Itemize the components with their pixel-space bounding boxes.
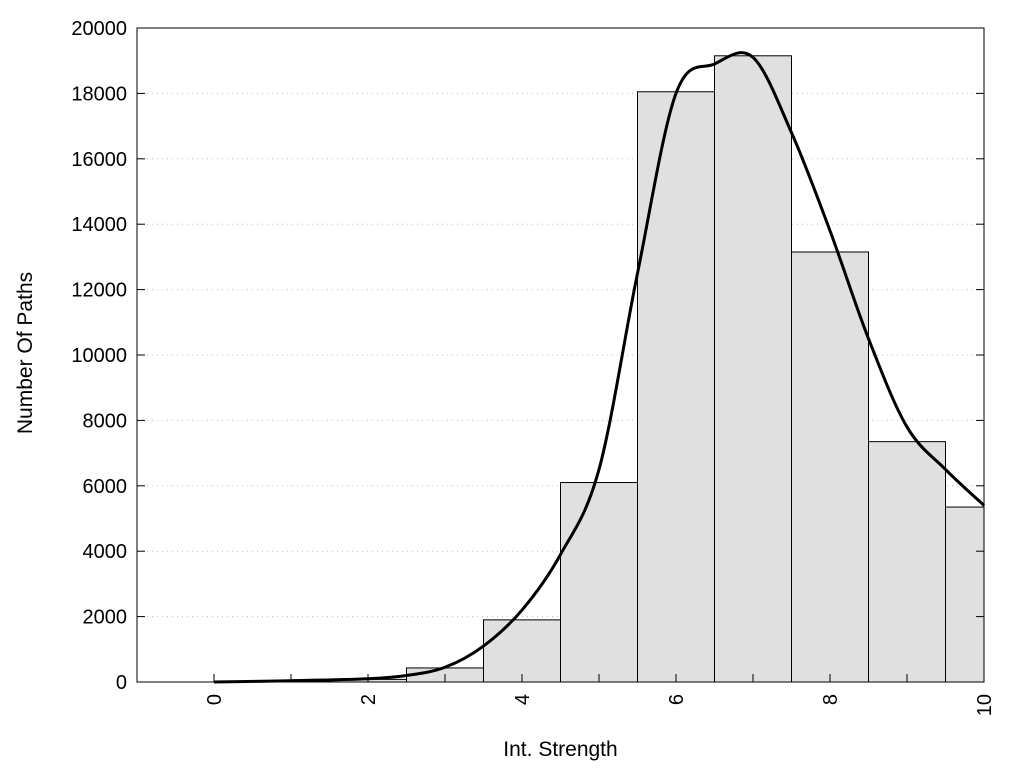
histogram-bar (483, 619, 561, 683)
x-axis-ticks: 0 2 4 6 8 10 (204, 674, 996, 716)
histogram-bar (791, 251, 869, 683)
histogram-bar (714, 55, 792, 683)
y-tick-label: 8000 (83, 410, 128, 432)
y-tick-label: 0 (116, 672, 127, 694)
y-tick-label: 12000 (71, 280, 127, 302)
histogram-bar (945, 506, 985, 683)
x-tick-label: 6 (666, 694, 688, 705)
y-axis-label: Number Of Paths (14, 272, 37, 434)
y-axis-ticks: 0 2000 4000 6000 8000 10000 12000 14000 16000 180… (71, 18, 984, 694)
y-tick-label: 20000 (71, 18, 127, 40)
y-tick-label: 10000 (71, 345, 127, 367)
histogram-bar (637, 91, 715, 683)
x-tick-label: 4 (512, 694, 534, 705)
y-tick-label: 2000 (83, 607, 128, 629)
x-tick-label: 10 (974, 694, 996, 716)
y-tick-label: 16000 (71, 149, 127, 171)
y-tick-label: 4000 (83, 541, 128, 563)
bars-group (252, 55, 985, 683)
y-tick-label: 14000 (71, 214, 127, 236)
x-tick-label: 0 (204, 694, 226, 705)
y-tick-label: 6000 (83, 476, 128, 498)
density-curve (213, 51, 986, 684)
x-tick-label: 8 (820, 694, 842, 705)
x-axis-label: Int. Strength (503, 738, 617, 761)
y-tick-label: 18000 (71, 83, 127, 105)
x-tick-label: 2 (358, 694, 380, 705)
histogram-bar (868, 441, 946, 683)
histogram-bar (560, 482, 638, 683)
